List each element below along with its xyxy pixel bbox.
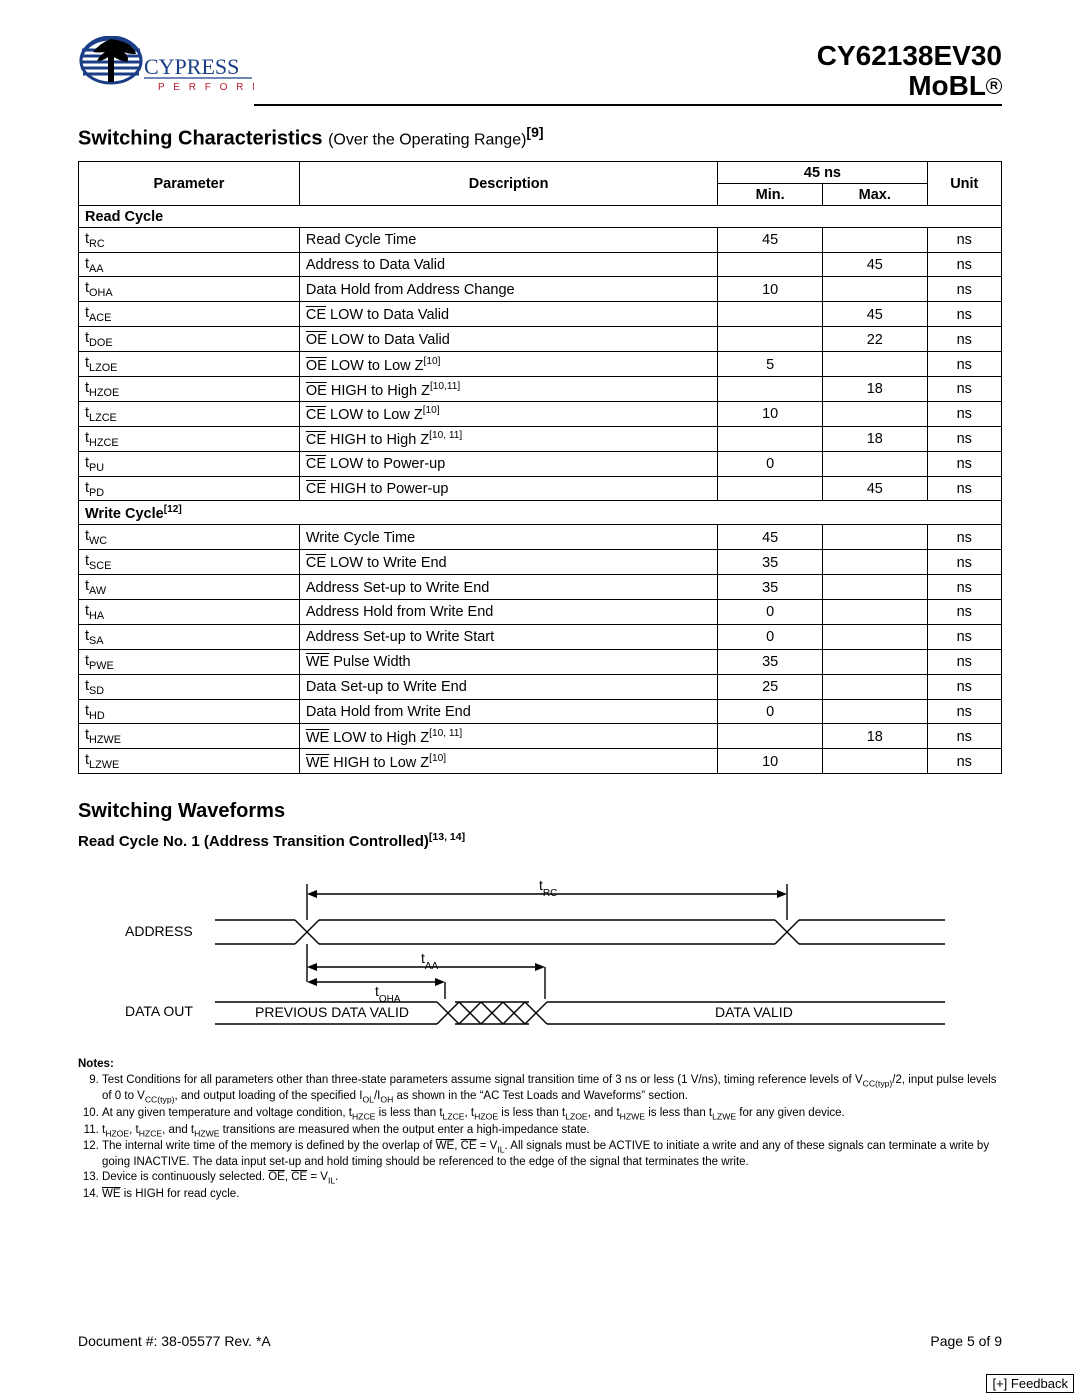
- table-row: tPDCE HIGH to Power-up45ns: [79, 476, 1002, 501]
- col-max: Max.: [822, 183, 927, 205]
- col-timing: 45 ns: [718, 161, 927, 183]
- section-switching-characteristics: Switching Characteristics (Over the Oper…: [78, 124, 1002, 151]
- col-description: Description: [299, 161, 717, 205]
- table-row: tLZWEWE HIGH to Low Z[10]10ns: [79, 749, 1002, 774]
- label-address: ADDRESS: [125, 923, 193, 939]
- note-item: At any given temperature and voltage con…: [102, 1106, 1002, 1122]
- section-read-cycle: Read Cycle: [79, 205, 1002, 227]
- feedback-button[interactable]: [+] Feedback: [986, 1374, 1074, 1393]
- logo-tagline: P E R F O R M: [158, 82, 254, 93]
- table-row: tSCECE LOW to Write End35ns: [79, 550, 1002, 575]
- doc-number: Document #: 38-05577 Rev. *A: [78, 1333, 271, 1349]
- section-write-cycle: Write Cycle[12]: [79, 501, 1002, 525]
- table-row: tHDData Hold from Write End0ns: [79, 699, 1002, 724]
- table-row: tAAAddress to Data Valid45ns: [79, 252, 1002, 277]
- svg-text:tRC: tRC: [539, 877, 557, 899]
- table-row: tHZOEOE HIGH to High Z[10,11]18ns: [79, 377, 1002, 402]
- notes-section: Notes: Test Conditions for all parameter…: [78, 1057, 1002, 1201]
- label-dataout: DATA OUT: [125, 1003, 193, 1019]
- col-parameter: Parameter: [79, 161, 300, 205]
- table-row: tHZWEWE LOW to High Z[10, 11]18ns: [79, 724, 1002, 749]
- part-subtitle: MoBLR: [254, 72, 1002, 100]
- table-row: tDOEOE LOW to Data Valid22ns: [79, 327, 1002, 352]
- table-row: tOHAData Hold from Address Change10ns: [79, 277, 1002, 302]
- label-prev-data: PREVIOUS DATA VALID: [255, 1004, 409, 1020]
- note-item: tHZOE, tHZCE, and tHZWE transitions are …: [102, 1123, 1002, 1139]
- waveform-subtitle: Read Cycle No. 1 (Address Transition Con…: [78, 831, 1002, 850]
- note-item: Device is continuously selected. OE, CE …: [102, 1170, 1002, 1186]
- table-row: tSAAddress Set-up to Write Start0ns: [79, 624, 1002, 649]
- col-unit: Unit: [927, 161, 1001, 205]
- page-header: CYPRESS P E R F O R M CY62138EV30 MoBLR: [78, 36, 1002, 106]
- svg-text:tAA: tAA: [421, 950, 439, 972]
- table-row: tLZOEOE LOW to Low Z[10]5ns: [79, 352, 1002, 377]
- table-row: tHZCECE HIGH to High Z[10, 11]18ns: [79, 426, 1002, 451]
- switching-characteristics-table: Parameter Description 45 ns Unit Min. Ma…: [78, 161, 1002, 775]
- label-data-valid: DATA VALID: [715, 1004, 793, 1020]
- table-row: tHAAddress Hold from Write End0ns: [79, 599, 1002, 624]
- part-number: CY62138EV30: [254, 41, 1002, 72]
- table-row: tPWEWE Pulse Width35ns: [79, 649, 1002, 674]
- table-row: tLZCECE LOW to Low Z[10]10ns: [79, 401, 1002, 426]
- section-switching-waveforms: Switching Waveforms: [78, 800, 1002, 823]
- table-row: tAWAddress Set-up to Write End35ns: [79, 575, 1002, 600]
- company-logo: CYPRESS P E R F O R M: [78, 36, 254, 106]
- note-item: Test Conditions for all parameters other…: [102, 1073, 1002, 1105]
- page-number: Page 5 of 9: [930, 1333, 1002, 1349]
- note-item: The internal write time of the memory is…: [102, 1139, 1002, 1169]
- logo-text: CYPRESS: [144, 54, 239, 79]
- table-row: tPUCE LOW to Power-up0ns: [79, 451, 1002, 476]
- svg-text:tOHA: tOHA: [375, 983, 401, 1005]
- table-row: tRCRead Cycle Time45ns: [79, 227, 1002, 252]
- page-footer: Document #: 38-05577 Rev. *A Page 5 of 9: [78, 1333, 1002, 1349]
- col-min: Min.: [718, 183, 823, 205]
- table-row: tWCWrite Cycle Time45ns: [79, 525, 1002, 550]
- table-row: tACECE LOW to Data Valid45ns: [79, 302, 1002, 327]
- timing-diagram: ADDRESS DATA OUT: [78, 864, 1002, 1039]
- note-item: WE is HIGH for read cycle.: [102, 1187, 1002, 1201]
- table-row: tSDData Set-up to Write End25ns: [79, 674, 1002, 699]
